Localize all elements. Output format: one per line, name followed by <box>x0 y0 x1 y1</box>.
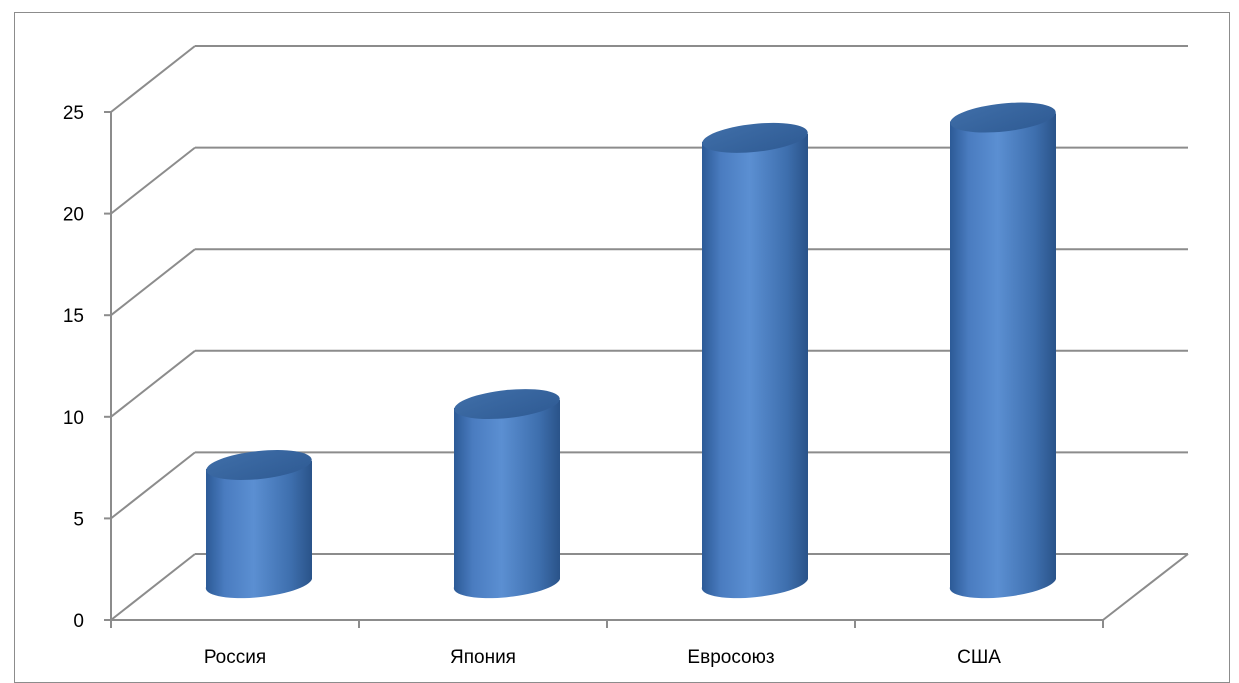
bar-top <box>206 450 312 481</box>
bar-США <box>949 102 1056 599</box>
bars <box>205 102 1056 599</box>
y-tick-label: 15 <box>63 306 84 327</box>
x-tick-label: США <box>957 647 1001 668</box>
bar-top <box>454 389 560 420</box>
bar-top <box>702 122 808 153</box>
bar-top <box>950 102 1056 133</box>
bar-Россия <box>205 450 312 599</box>
y-tick-label: 0 <box>73 611 84 632</box>
bar-Евросоюз <box>701 122 808 599</box>
x-tick-label: Евросоюз <box>687 647 774 668</box>
bar-body <box>701 133 808 599</box>
y-tick-label: 25 <box>63 103 84 124</box>
gridline-diagonal <box>110 45 196 113</box>
y-tick-label: 20 <box>63 205 84 226</box>
bar-body <box>949 113 1056 599</box>
labels: 0 5 10 15 20 25 Россия Япония Евросоюз США <box>63 103 1001 668</box>
gridline-diagonal <box>110 146 196 215</box>
gridline-diagonal <box>110 350 196 418</box>
gridline-diagonal <box>110 248 196 316</box>
y-tick-label: 10 <box>63 408 84 429</box>
axes <box>104 111 1104 628</box>
gridline-diagonal <box>110 553 196 621</box>
x-tick-label: Япония <box>450 647 516 668</box>
floor-edge <box>1102 553 1189 621</box>
bar-body <box>205 461 312 599</box>
gridline-diagonal <box>110 451 196 520</box>
y-tick-label: 5 <box>73 509 84 530</box>
bar-Япония <box>453 389 560 599</box>
bar-body <box>453 400 560 599</box>
x-tick-label: Россия <box>204 647 266 668</box>
